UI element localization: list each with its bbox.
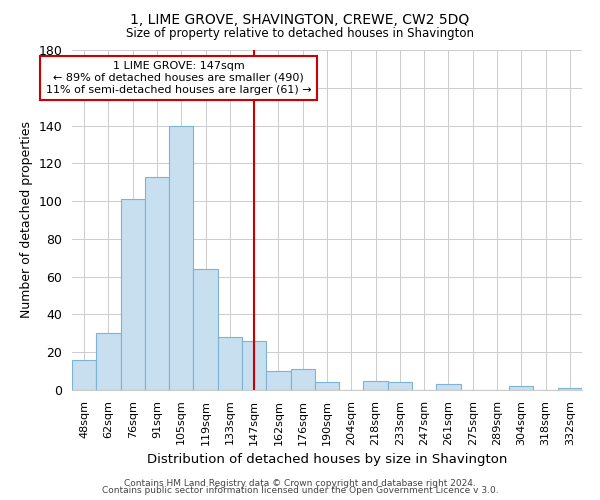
- Bar: [364, 380, 388, 390]
- X-axis label: Distribution of detached houses by size in Shavington: Distribution of detached houses by size …: [147, 453, 507, 466]
- Bar: [290, 369, 315, 390]
- Bar: [218, 337, 242, 390]
- Bar: [72, 360, 96, 390]
- Text: Contains HM Land Registry data © Crown copyright and database right 2024.: Contains HM Land Registry data © Crown c…: [124, 478, 476, 488]
- Bar: [436, 384, 461, 390]
- Text: 1, LIME GROVE, SHAVINGTON, CREWE, CW2 5DQ: 1, LIME GROVE, SHAVINGTON, CREWE, CW2 5D…: [130, 12, 470, 26]
- Bar: [242, 341, 266, 390]
- Bar: [266, 371, 290, 390]
- Bar: [558, 388, 582, 390]
- Bar: [509, 386, 533, 390]
- Y-axis label: Number of detached properties: Number of detached properties: [20, 122, 33, 318]
- Bar: [96, 334, 121, 390]
- Text: 1 LIME GROVE: 147sqm
← 89% of detached houses are smaller (490)
11% of semi-deta: 1 LIME GROVE: 147sqm ← 89% of detached h…: [46, 62, 311, 94]
- Text: Size of property relative to detached houses in Shavington: Size of property relative to detached ho…: [126, 28, 474, 40]
- Bar: [121, 199, 145, 390]
- Text: Contains public sector information licensed under the Open Government Licence v : Contains public sector information licen…: [101, 486, 499, 495]
- Bar: [315, 382, 339, 390]
- Bar: [145, 176, 169, 390]
- Bar: [193, 269, 218, 390]
- Bar: [169, 126, 193, 390]
- Bar: [388, 382, 412, 390]
